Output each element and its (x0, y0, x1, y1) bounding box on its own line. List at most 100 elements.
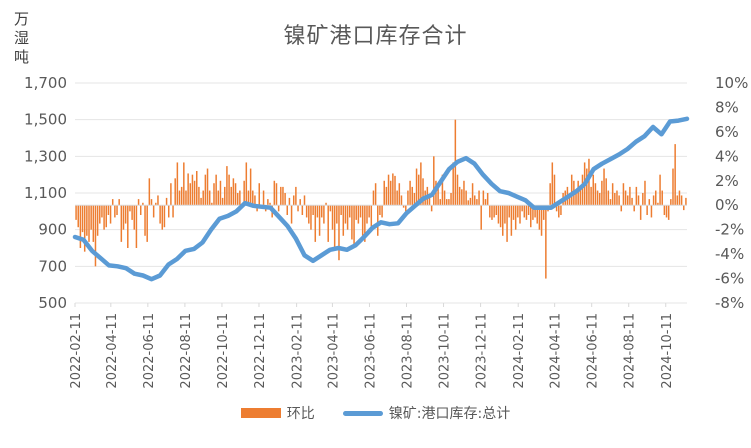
bar (626, 195, 629, 206)
bar (594, 183, 597, 206)
bar (342, 205, 345, 236)
bar (603, 168, 605, 206)
bar (269, 202, 271, 206)
bar (519, 205, 521, 224)
bar (346, 205, 349, 230)
bar (185, 190, 187, 206)
bar (530, 205, 532, 228)
bar (333, 205, 336, 248)
bar (159, 205, 161, 224)
bar (351, 205, 353, 240)
right-tick-label: -4% (715, 245, 744, 263)
bar (555, 205, 558, 212)
bar (596, 190, 599, 206)
bar (624, 190, 627, 206)
bar (601, 180, 603, 206)
bar (495, 205, 498, 215)
bar (631, 197, 633, 206)
bar (142, 202, 144, 206)
right-tick-label: -8% (715, 294, 744, 312)
bar (135, 205, 138, 248)
bar (590, 186, 592, 206)
bar (157, 195, 159, 206)
right-tick-label: -6% (715, 270, 744, 288)
bar (183, 162, 185, 206)
bar (206, 168, 209, 206)
bar (512, 205, 515, 220)
bar (499, 205, 502, 228)
bar (323, 205, 325, 224)
bar (336, 205, 338, 224)
bar (409, 180, 411, 206)
bar (491, 205, 493, 220)
bar (635, 186, 638, 206)
bar (340, 205, 342, 215)
bar (437, 186, 439, 206)
bar (633, 205, 635, 212)
bar (127, 205, 129, 248)
bar (90, 205, 92, 230)
bar (344, 205, 347, 224)
bar (116, 205, 118, 215)
bar (620, 205, 623, 212)
x-tick-label: 2022-12-11 (253, 313, 268, 389)
bar (527, 205, 530, 215)
right-tick-label: 8% (715, 98, 739, 116)
left-tick-label: 700 (38, 257, 67, 275)
bar (657, 202, 659, 206)
bar (75, 205, 77, 220)
bar (243, 180, 245, 206)
legend-item-line: 镍矿:港口库存:总计 (342, 403, 510, 423)
bar (178, 190, 181, 206)
x-tick-label: 2024-08-11 (623, 313, 638, 389)
bar (502, 205, 504, 236)
bar (616, 190, 618, 206)
bar (372, 190, 375, 206)
bar (508, 205, 510, 218)
left-tick-label: 500 (38, 294, 67, 312)
bar (433, 156, 435, 206)
bar (383, 180, 385, 206)
bar (435, 180, 437, 206)
bar (310, 205, 312, 230)
bar (536, 205, 538, 224)
bar (450, 193, 452, 206)
bar (381, 205, 383, 218)
bar (349, 205, 351, 218)
bar (652, 195, 655, 206)
bar (224, 186, 226, 206)
bar (646, 205, 648, 215)
bar (538, 205, 541, 230)
bar (301, 205, 304, 215)
bar (320, 205, 323, 218)
right-tick-label: 10% (715, 74, 748, 92)
bar (428, 195, 431, 206)
x-tick-label: 2024-04-11 (549, 313, 564, 389)
x-tick-label: 2024-02-11 (512, 313, 527, 389)
bar (303, 195, 306, 206)
bar (482, 190, 485, 206)
bar (618, 195, 620, 206)
bar (622, 183, 625, 206)
bar (282, 186, 284, 206)
bar (553, 174, 556, 206)
right-tick-label: 4% (715, 147, 739, 165)
bar (667, 205, 670, 220)
bar (674, 144, 676, 206)
bar (174, 178, 176, 206)
bar (290, 205, 293, 224)
bar (308, 205, 310, 224)
x-axis-ticks: 2022-02-11 2022-04-11 2022-06-11 2022-08-11… (69, 303, 675, 389)
bar (678, 190, 681, 206)
x-tick-label: 2022-08-11 (179, 313, 194, 389)
bar (461, 189, 463, 206)
bar (295, 186, 297, 206)
x-tick-label: 2023-12-11 (475, 313, 490, 389)
bar (122, 205, 125, 230)
bar (292, 195, 295, 206)
bar (96, 205, 99, 236)
left-tick-label: 1,500 (24, 111, 67, 129)
left-axis-ticks: 500 700 900 1,100 1,300 1,500 1,700 (24, 74, 67, 312)
bar (152, 205, 155, 218)
